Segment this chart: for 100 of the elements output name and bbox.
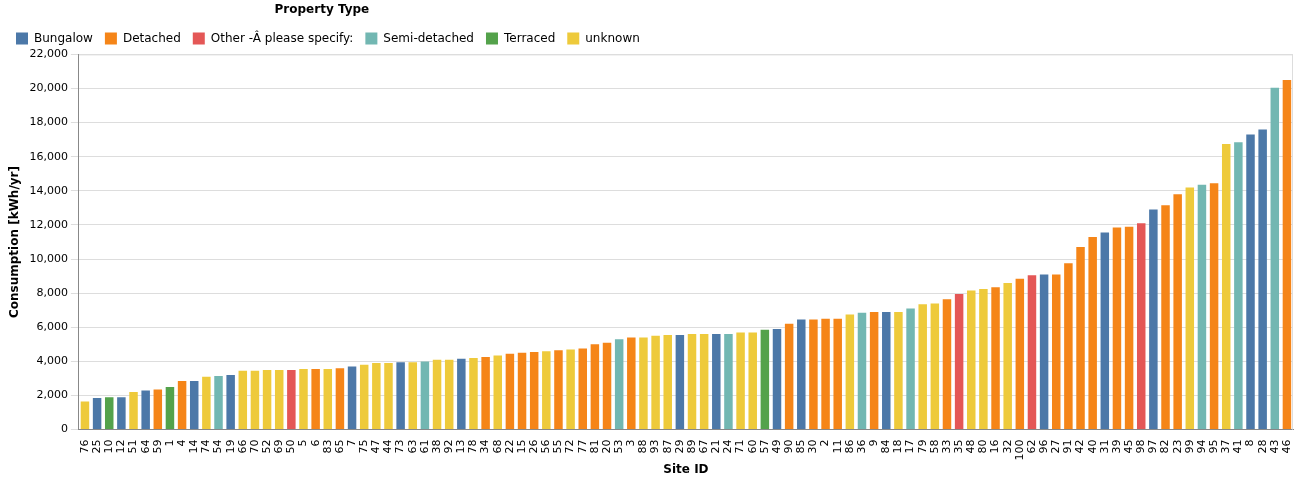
bar: [420, 361, 430, 430]
x-tick-label: 78: [466, 439, 480, 454]
x-tick-label: 4: [174, 439, 188, 447]
bar: [614, 339, 624, 430]
bar: [177, 381, 187, 430]
bar: [189, 381, 199, 430]
x-tick-label: 8: [1243, 439, 1257, 447]
x-tick-label: 22: [502, 439, 516, 454]
bar: [384, 363, 393, 430]
y-tick-label: 8,000: [36, 286, 68, 300]
x-tick-label: 10: [102, 439, 116, 454]
bar: [1161, 205, 1170, 430]
bar: [675, 334, 685, 430]
x-tick-label: 35: [951, 439, 965, 454]
x-tick-label: 57: [757, 439, 771, 454]
x-tick-label: 74: [199, 439, 213, 454]
x-tick-label: 3: [624, 439, 638, 447]
x-tick-label: 39: [1109, 439, 1123, 454]
bar: [323, 369, 333, 430]
x-tick-label: 7: [344, 439, 358, 447]
bar: [979, 288, 988, 430]
bar: [372, 363, 381, 430]
x-tick-label: 41: [1231, 439, 1245, 454]
x-tick-label: 36: [854, 439, 868, 454]
bar: [991, 287, 1000, 430]
bar: [153, 389, 163, 430]
x-tick-label: 16: [988, 439, 1002, 454]
bar: [1003, 282, 1012, 430]
x-tick-label: 49: [769, 439, 783, 454]
x-tick-label: 61: [417, 439, 431, 454]
x-tick-label: 66: [235, 439, 249, 454]
bar: [444, 359, 454, 430]
bar: [396, 362, 405, 430]
x-tick-label: 79: [915, 439, 929, 454]
bar: [92, 398, 102, 430]
x-tick-label: 27: [1049, 439, 1063, 454]
x-tick-label: 32: [1000, 439, 1014, 454]
bar: [311, 369, 320, 430]
bar: [1234, 142, 1243, 430]
x-tick-label: 86: [842, 439, 856, 454]
y-tick-label: 6,000: [36, 320, 68, 334]
x-tick-label: 98: [1134, 439, 1148, 454]
bar: [602, 342, 612, 430]
bar: [663, 334, 672, 430]
y-tick-label: 12,000: [29, 217, 68, 231]
bar: [80, 401, 90, 430]
bar: [529, 352, 539, 430]
x-tick-label: 11: [830, 439, 844, 454]
bar: [274, 369, 284, 430]
bar: [1064, 263, 1073, 430]
bar: [918, 304, 927, 430]
x-tick-label: 67: [697, 439, 711, 454]
bar: [359, 364, 369, 430]
x-tick-label: 55: [551, 439, 565, 454]
bar: [736, 332, 745, 430]
bar: [335, 368, 345, 430]
y-tick-label: 4,000: [36, 354, 68, 368]
x-tick-label: 13: [454, 439, 468, 454]
x-tick-label: 91: [1061, 439, 1075, 454]
x-tick-label: 76: [77, 439, 91, 454]
x-tick-label: 70: [247, 439, 261, 454]
x-tick-label: 6: [308, 439, 322, 447]
x-tick-label: 87: [660, 439, 674, 454]
x-tick-label: 9: [866, 439, 880, 447]
bar: [784, 323, 794, 430]
legend-title: Property Type: [274, 2, 370, 17]
x-tick-label: 38: [429, 439, 443, 454]
x-tick-label: 63: [405, 439, 419, 454]
bar: [797, 319, 806, 430]
y-tick-label: 2,000: [36, 388, 68, 402]
bar: [590, 344, 600, 430]
bar: [845, 314, 855, 430]
y-tick-label: 20,000: [29, 81, 68, 95]
bar: [894, 311, 903, 430]
bar: [1112, 227, 1122, 430]
x-axis-title: Site ID: [663, 461, 709, 476]
legend-label: Semi-detached: [383, 30, 474, 45]
bar: [226, 375, 235, 430]
x-tick-label: 89: [684, 439, 698, 454]
x-tick-label: 85: [794, 439, 808, 454]
x-tick-label: 92: [442, 439, 456, 454]
bar: [1015, 278, 1025, 430]
x-tick-label: 33: [939, 439, 953, 454]
bar: [566, 349, 575, 430]
x-tick-label: 34: [478, 439, 492, 454]
bar: [250, 370, 260, 430]
bar: [262, 369, 272, 430]
bar: [542, 351, 551, 430]
x-tick-label: 17: [903, 439, 917, 454]
x-tick-label: 43: [1267, 439, 1281, 454]
x-tick-label: 2: [818, 439, 832, 447]
x-tick-label: 24: [721, 439, 735, 454]
bar: [1124, 226, 1134, 430]
x-tick-label: 5: [296, 439, 310, 447]
bar: [578, 348, 587, 430]
bar: [469, 357, 478, 430]
x-tick-label: 50: [284, 439, 298, 454]
x-tick-label: 23: [1170, 439, 1184, 454]
bar: [1076, 247, 1085, 430]
legend-label: Terraced: [502, 30, 556, 45]
